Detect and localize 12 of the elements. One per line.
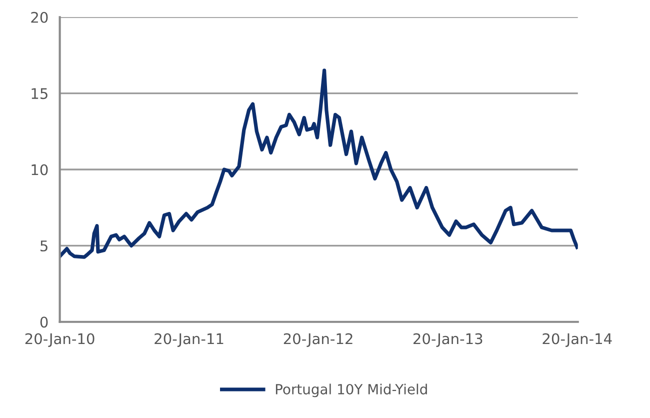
x-tick-label: 20-Jan-11 [154, 333, 224, 347]
y-tick-label: 15 [32, 88, 48, 100]
y-tick-label: 0 [40, 316, 48, 328]
legend-label: Portugal 10Y Mid-Yield [276, 384, 427, 398]
y-tick-label: 10 [32, 164, 48, 176]
x-tick-label: 20-Jan-10 [25, 333, 94, 347]
x-tick-label: 20-Jan-14 [542, 333, 612, 347]
y-tick-label: 20 [31, 12, 48, 23]
x-tick-label: 20-Jan-12 [284, 333, 352, 347]
x-tick-label: 20-Jan-13 [413, 333, 482, 347]
y-tick-label: 5 [40, 240, 48, 252]
line-series [60, 68, 578, 259]
